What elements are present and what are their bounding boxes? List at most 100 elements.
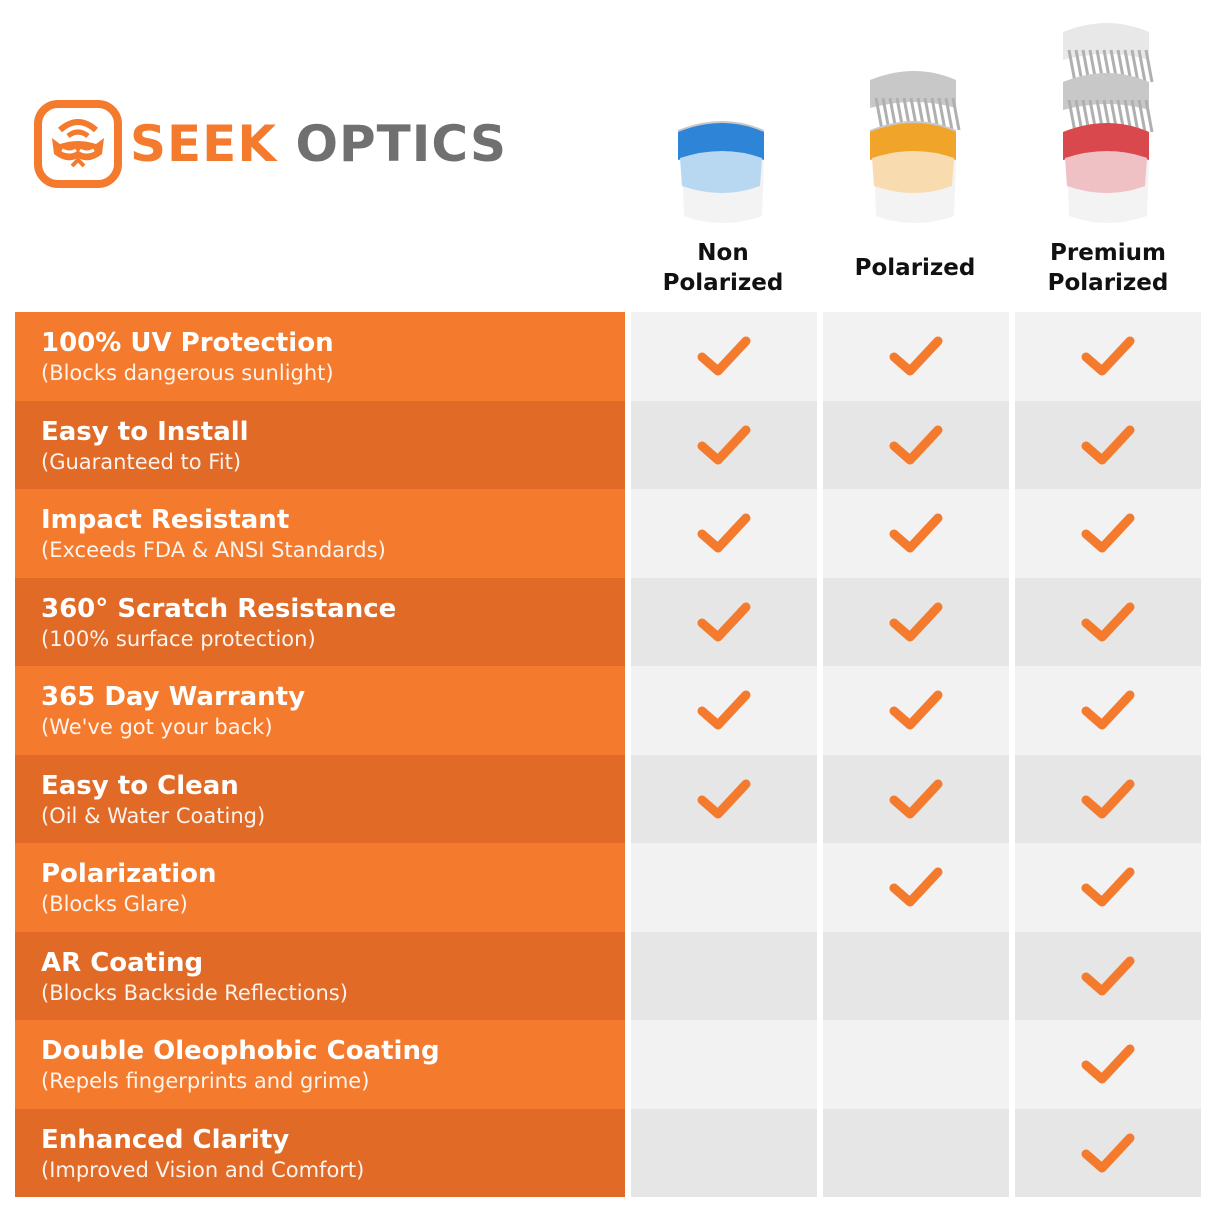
feature-cell (631, 577, 817, 666)
brand-name-seek: SEEK (130, 115, 278, 173)
checkmark-icon (697, 513, 751, 553)
checkmark-icon (1081, 1133, 1135, 1173)
feature-label: 100% UV Protection (Blocks dangerous sunl… (15, 312, 625, 401)
checkmark-icon (1081, 956, 1135, 996)
checkmark-icon (889, 779, 943, 819)
feature-cell (631, 400, 817, 489)
checkmark-icon (1081, 1044, 1135, 1084)
lens-stack-icon (870, 71, 961, 223)
feature-row: Double Oleophobic Coating (Repels fingerp… (15, 1020, 1201, 1109)
checkmark-icon (1081, 602, 1135, 642)
feature-cell (631, 754, 817, 843)
feature-cell (823, 489, 1009, 578)
feature-title: Easy to Install (41, 416, 249, 447)
feature-label: Enhanced Clarity (Improved Vision and Com… (15, 1108, 625, 1197)
checkmark-icon (889, 867, 943, 907)
checkmark-icon (889, 513, 943, 553)
feature-title: Polarization (41, 859, 217, 889)
feature-cell (823, 400, 1009, 489)
feature-title: Enhanced Clarity (41, 1124, 290, 1155)
feature-cell (1015, 666, 1201, 755)
feature-cell (823, 1108, 1009, 1197)
checkmark-icon (889, 602, 943, 642)
feature-subtitle: (Exceeds FDA & ANSI Standards) (41, 538, 386, 562)
feature-row: Enhanced Clarity (Improved Vision and Com… (15, 1108, 1201, 1197)
checkmark-icon (889, 336, 943, 376)
feature-subtitle: (Blocks dangerous sunlight) (41, 361, 334, 385)
checkmark-icon (697, 602, 751, 642)
feature-cell (1015, 843, 1201, 932)
feature-subtitle: (Blocks Backside Reflections) (41, 980, 348, 1005)
feature-label: 365 Day Warranty (We've got your back) (15, 666, 625, 755)
feature-cell (631, 1020, 817, 1109)
feature-subtitle: (Guaranteed to Fit) (41, 449, 242, 474)
feature-label: Double Oleophobic Coating (Repels fingerp… (15, 1020, 625, 1109)
feature-label: Impact Resistant (Exceeds FDA & ANSI Stan… (15, 489, 625, 578)
checkmark-icon (1081, 779, 1135, 819)
column-label: Polarized (1047, 270, 1169, 296)
logo-mask-icon (34, 100, 122, 188)
feature-row: 100% UV Protection (Blocks dangerous sunl… (15, 312, 1201, 401)
feature-cell (823, 666, 1009, 755)
feature-cell (823, 931, 1009, 1020)
column-label: Polarized (662, 270, 784, 296)
feature-cell (1015, 754, 1201, 843)
feature-title: Impact Resistant (41, 505, 290, 535)
column-label: Non (697, 240, 749, 266)
feature-label: Easy to Install (Guaranteed to Fit) (15, 400, 625, 489)
feature-subtitle: (We've got your back) (41, 715, 273, 739)
feature-title: Double Oleophobic Coating (41, 1036, 440, 1066)
feature-cell (823, 577, 1009, 666)
feature-label: Easy to Clean (Oil & Water Coating) (15, 754, 625, 843)
feature-cell (1015, 312, 1201, 401)
lens-stack-icon (678, 121, 764, 223)
checkmark-icon (697, 690, 751, 730)
feature-cell (631, 489, 817, 578)
feature-cell (1015, 1020, 1201, 1109)
feature-cell (823, 754, 1009, 843)
checkmark-icon (697, 336, 751, 376)
comparison-table: 100% UV Protection (Blocks dangerous sunl… (15, 312, 1201, 1197)
checkmark-icon (1081, 513, 1135, 553)
feature-row: 365 Day Warranty (We've got your back) (15, 666, 1201, 755)
feature-cell (1015, 931, 1201, 1020)
feature-row: Easy to Install (Guaranteed to Fit) (15, 400, 1201, 489)
feature-cell (1015, 577, 1201, 666)
column-label: Polarized (854, 255, 976, 281)
checkmark-icon (1081, 867, 1135, 907)
checkmark-icon (697, 425, 751, 465)
checkmark-icon (889, 425, 943, 465)
checkmark-icon (1081, 690, 1135, 730)
feature-title: 100% UV Protection (41, 328, 334, 358)
feature-title: 365 Day Warranty (41, 682, 306, 712)
feature-row: AR Coating (Blocks Backside Reflections) (15, 931, 1201, 1020)
checkmark-icon (697, 779, 751, 819)
feature-row: Polarization (Blocks Glare) (15, 843, 1201, 932)
feature-subtitle: (Repels fingerprints and grime) (41, 1069, 370, 1093)
feature-subtitle: (100% surface protection) (41, 626, 316, 651)
feature-cell (631, 843, 817, 932)
feature-row: Impact Resistant (Exceeds FDA & ANSI Stan… (15, 489, 1201, 578)
feature-cell (1015, 1108, 1201, 1197)
brand-name-optics: OPTICS (295, 115, 507, 173)
feature-cell (631, 931, 817, 1020)
feature-title: AR Coating (41, 947, 204, 978)
feature-cell (823, 1020, 1009, 1109)
feature-cell (823, 843, 1009, 932)
feature-row: Easy to Clean (Oil & Water Coating) (15, 754, 1201, 843)
feature-label: Polarization (Blocks Glare) (15, 843, 625, 932)
feature-cell (631, 1108, 817, 1197)
brand-logo: SEEK OPTICS (34, 100, 507, 188)
feature-subtitle: (Oil & Water Coating) (41, 803, 266, 828)
feature-row: 360° Scratch Resistance (100% surface pro… (15, 577, 1201, 666)
feature-title: 360° Scratch Resistance (41, 593, 397, 624)
feature-cell (823, 312, 1009, 401)
feature-cell (631, 312, 817, 401)
feature-subtitle: (Improved Vision and Comfort) (41, 1157, 365, 1182)
feature-cell (631, 666, 817, 755)
checkmark-icon (889, 690, 943, 730)
column-label: Premium (1050, 240, 1166, 266)
feature-label: AR Coating (Blocks Backside Reflections) (15, 931, 625, 1020)
feature-label: 360° Scratch Resistance (100% surface pro… (15, 577, 625, 666)
feature-subtitle: (Blocks Glare) (41, 892, 188, 916)
